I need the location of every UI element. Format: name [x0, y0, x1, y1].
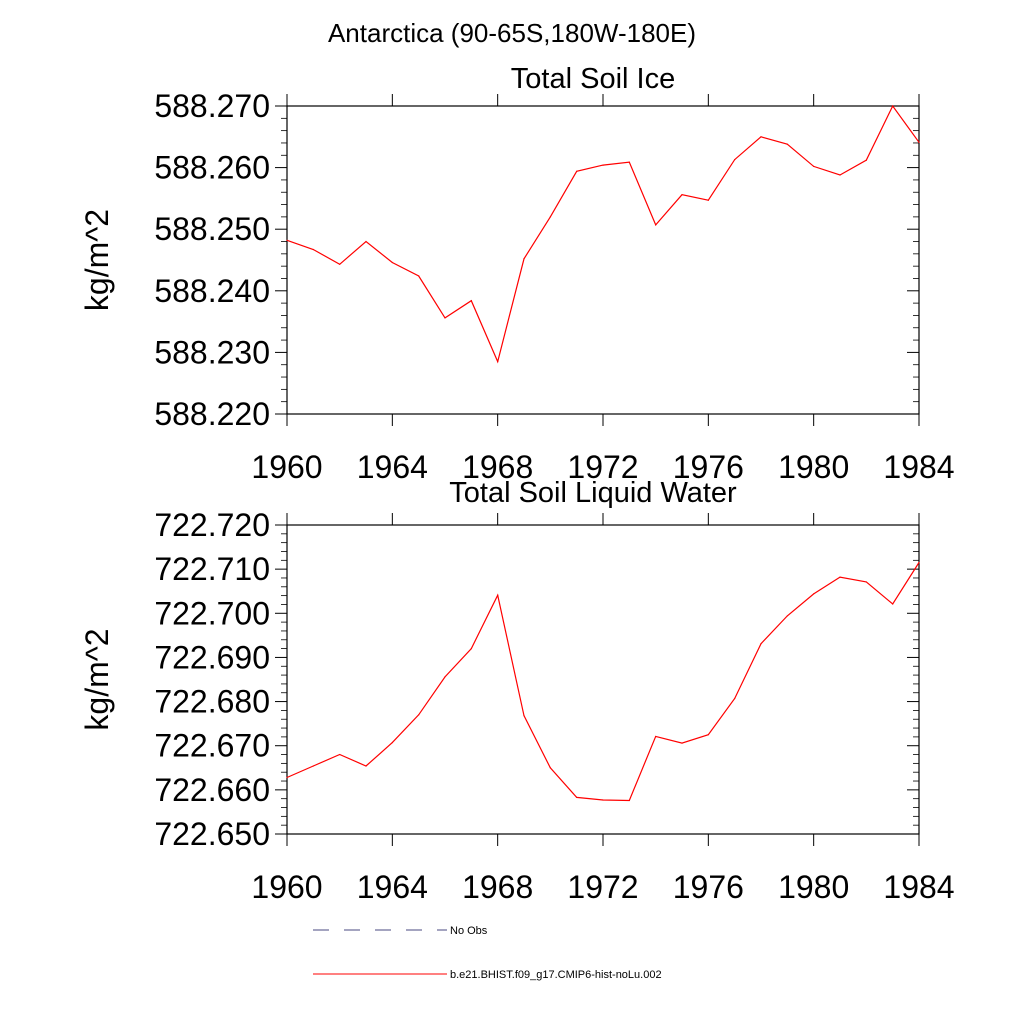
- data-point: [707, 199, 709, 201]
- x-tick-label: 1968: [462, 869, 533, 905]
- y-tick-label: 722.700: [154, 595, 270, 631]
- x-tick-label: 1960: [251, 449, 322, 485]
- data-point: [339, 263, 341, 265]
- data-point: [312, 248, 314, 251]
- data-point: [312, 765, 314, 767]
- data-point: [681, 742, 683, 744]
- x-tick-label: 1964: [357, 449, 428, 485]
- data-point: [497, 594, 499, 596]
- data-point: [839, 576, 841, 578]
- y-tick-label: 722.660: [154, 772, 270, 808]
- legend: No Obs b.e21.BHIST.f09_g17.CMIP6-hist-noL…: [313, 925, 662, 981]
- data-point: [286, 239, 288, 241]
- data-point: [734, 697, 736, 700]
- data-point: [628, 161, 630, 163]
- data-point: [576, 796, 578, 798]
- data-point: [734, 158, 736, 161]
- data-point: [339, 753, 341, 756]
- data-point: [681, 194, 683, 196]
- panel-total-soil-liquid-water: Total Soil Liquid Water 1960 1964 1968 1972 1…: [79, 477, 955, 905]
- y-tick-label: 722.720: [154, 507, 270, 543]
- x-tick-label: 1976: [673, 449, 744, 485]
- data-point: [523, 715, 525, 717]
- chart-title: Total Soil Ice: [511, 63, 675, 95]
- data-point: [602, 164, 604, 166]
- data-point: [892, 603, 894, 605]
- x-tick-label: 1972: [567, 449, 638, 485]
- data-point: [839, 174, 841, 176]
- data-point: [391, 742, 393, 744]
- x-tick-label: 1980: [778, 449, 849, 485]
- y-tick-label: 588.220: [154, 396, 270, 432]
- data-point: [602, 799, 604, 801]
- data-point: [391, 261, 393, 264]
- data-point: [865, 581, 867, 583]
- data-point: [813, 165, 815, 167]
- panel-total-soil-ice: Total Soil Ice 1960 1964 1968 1972 1976 1980 19…: [79, 63, 955, 485]
- data-point: [497, 361, 499, 363]
- data-point: [365, 240, 367, 243]
- y-tick-label: 588.230: [154, 334, 270, 370]
- y-tick-label: 722.710: [154, 551, 270, 587]
- x-tick-label: 1976: [673, 869, 744, 905]
- data-point: [892, 105, 894, 107]
- x-tick-label: 1972: [567, 869, 638, 905]
- data-point: [470, 300, 472, 302]
- data-point: [549, 216, 551, 218]
- data-point: [918, 561, 920, 564]
- data-point: [549, 767, 551, 769]
- data-point: [286, 776, 288, 779]
- data-point: [523, 258, 525, 260]
- data-point: [760, 643, 762, 645]
- y-tick-label: 722.670: [154, 728, 270, 764]
- data-point: [865, 159, 867, 161]
- y-tick-label: 722.690: [154, 639, 270, 675]
- data-point: [628, 799, 630, 802]
- y-tick-label: 588.250: [154, 211, 270, 247]
- x-tick-label: 1964: [357, 869, 428, 905]
- x-tick-label: 1984: [883, 869, 954, 905]
- legend-label: b.e21.BHIST.f09_g17.CMIP6-hist-noLu.002: [450, 969, 662, 981]
- y-tick-label: 722.650: [154, 816, 270, 852]
- data-point: [813, 593, 815, 595]
- y-tick-label: 588.240: [154, 273, 270, 309]
- y-tick-label: 588.270: [154, 88, 270, 124]
- data-point: [655, 735, 657, 738]
- x-tick-label: 1980: [778, 869, 849, 905]
- y-tick-label: 722.680: [154, 684, 270, 720]
- x-tick-label: 1968: [462, 449, 533, 485]
- data-point: [418, 714, 420, 716]
- data-point: [655, 224, 657, 226]
- data-point: [918, 141, 920, 143]
- data-point: [418, 275, 420, 277]
- plot-frame: [286, 105, 920, 415]
- series-line: [286, 562, 920, 802]
- data-point: [576, 170, 578, 172]
- legend-label: No Obs: [450, 925, 488, 937]
- data-point: [444, 676, 446, 678]
- x-tick-label: 1960: [251, 869, 322, 905]
- data-point: [786, 143, 788, 145]
- x-tick-label: 1984: [883, 449, 954, 485]
- data-point: [707, 734, 709, 736]
- data-point: [365, 765, 367, 767]
- page-title: Antarctica (90-65S,180W-180E): [328, 18, 696, 48]
- data-point: [760, 136, 762, 138]
- data-point: [444, 317, 446, 319]
- y-axis-label: kg/m^2: [79, 628, 115, 730]
- plot-frame: [286, 524, 920, 835]
- series-line: [286, 104, 920, 364]
- y-tick-label: 588.260: [154, 150, 270, 186]
- y-axis-label: kg/m^2: [79, 209, 115, 311]
- chart-title: Total Soil Liquid Water: [449, 477, 737, 509]
- data-point: [786, 615, 788, 617]
- data-point: [470, 648, 472, 650]
